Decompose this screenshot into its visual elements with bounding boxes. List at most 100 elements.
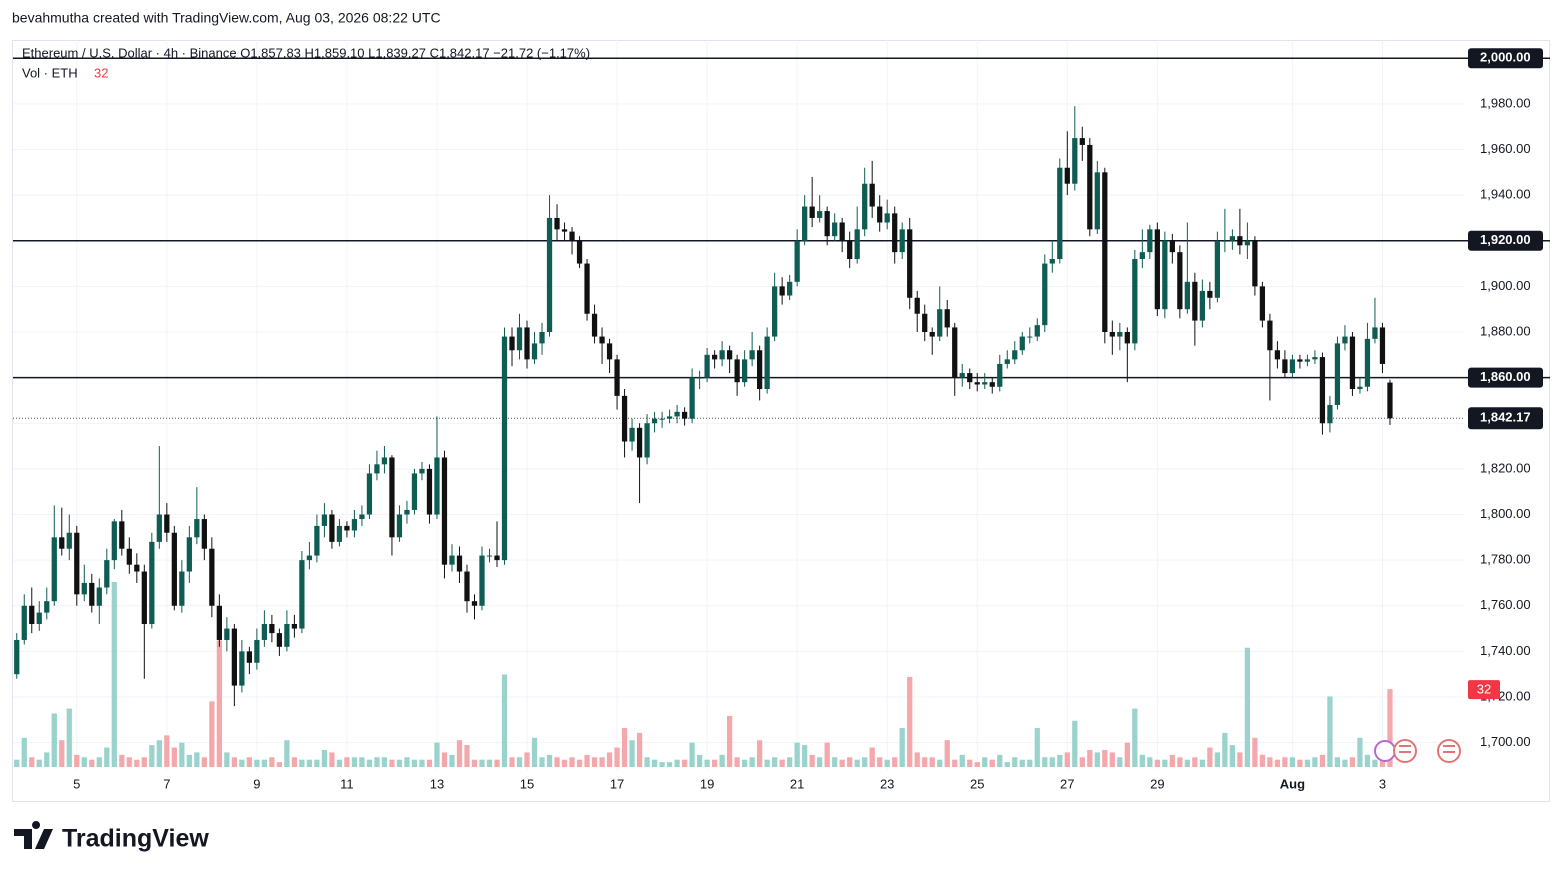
candle-body <box>231 628 237 686</box>
candle-body <box>1304 359 1311 362</box>
candle-body <box>89 582 95 606</box>
candle-body <box>1012 350 1018 360</box>
candle-body <box>216 605 222 640</box>
volume-bar <box>254 759 260 767</box>
volume-bar <box>809 754 815 767</box>
candle-body <box>982 382 988 385</box>
candle-body <box>884 213 890 223</box>
x-tick-label: 29 <box>1150 776 1164 791</box>
volume-bar <box>1207 747 1213 767</box>
volume-bar <box>772 757 778 767</box>
volume-bar <box>546 754 553 767</box>
volume-bar <box>149 745 155 767</box>
volume-bar <box>539 757 545 767</box>
candle-body <box>51 537 57 602</box>
candle-body <box>509 336 515 351</box>
candle-body <box>1282 359 1288 374</box>
volume-bar <box>1169 754 1175 767</box>
volume-bar <box>726 715 733 767</box>
volume-bar <box>179 742 185 767</box>
volume-bar <box>1237 752 1243 767</box>
candle-body <box>14 639 20 675</box>
candle-body <box>651 418 658 424</box>
volume-bar <box>1057 754 1063 767</box>
volume-bar <box>21 737 27 767</box>
volume-bar <box>854 759 860 767</box>
volume-bar <box>1319 754 1326 767</box>
volume-bar <box>36 759 42 767</box>
volume-bar <box>284 740 290 767</box>
volume-bar <box>216 640 222 767</box>
candle-body <box>1132 259 1138 344</box>
x-tick-label: 19 <box>700 776 714 791</box>
candle-body <box>494 555 500 561</box>
candle-body <box>276 633 283 647</box>
candle-body <box>937 309 943 337</box>
volume-bar <box>1304 759 1311 767</box>
candle-body <box>1087 144 1093 230</box>
volume-bar <box>719 754 725 767</box>
candle-body <box>171 532 177 606</box>
volume-bar <box>44 752 50 767</box>
candle-body <box>1207 290 1213 298</box>
volume-bar <box>134 759 140 767</box>
volume-bar <box>1229 745 1236 767</box>
candle-body <box>854 229 860 259</box>
volume-bar <box>1349 757 1356 767</box>
candle-body <box>546 217 553 332</box>
volume-bar <box>1049 757 1055 767</box>
volume-bar <box>1244 647 1251 767</box>
volume-bar <box>832 757 838 767</box>
volume-bar <box>336 759 343 767</box>
candle-body <box>299 560 305 629</box>
candle-body <box>239 651 245 686</box>
candle-body <box>194 519 200 538</box>
candle-body <box>344 525 350 531</box>
candle-body <box>726 350 733 360</box>
candle-body <box>1379 327 1386 364</box>
volume-bar <box>696 754 703 767</box>
volume-bar <box>847 757 853 767</box>
volume-bar <box>1327 696 1333 767</box>
volume-bar <box>689 742 695 767</box>
volume-bar <box>96 757 102 767</box>
volume-bar <box>1289 757 1296 767</box>
x-tick-label: 5 <box>73 776 80 791</box>
candle-body <box>186 537 192 572</box>
line-label-bg <box>1468 367 1543 388</box>
volume-bar <box>239 759 245 767</box>
volume-bar <box>952 759 958 767</box>
candle-body <box>471 601 478 606</box>
candle-body <box>847 240 853 259</box>
icon <box>1374 740 1396 762</box>
candle-body <box>1372 327 1378 339</box>
candle-body <box>787 281 793 296</box>
candle-body <box>576 240 583 264</box>
x-tick-label: 15 <box>520 776 534 791</box>
volume-bar <box>1184 759 1190 767</box>
volume-bar <box>66 708 72 767</box>
line-label-bg <box>1468 230 1543 251</box>
volume-bar <box>449 754 455 767</box>
candle-body <box>336 525 343 542</box>
volume-bar <box>1357 737 1363 767</box>
volume-bar <box>734 757 740 767</box>
volume-bar <box>1177 757 1183 767</box>
last-price-bg <box>1468 407 1543 430</box>
candle-body <box>531 343 538 360</box>
logo-text: TradingView <box>62 825 209 853</box>
candle-body <box>1312 357 1318 360</box>
volume-bar <box>907 676 913 767</box>
candle-body <box>704 354 710 378</box>
candle-body <box>1042 263 1048 326</box>
volume-bar <box>749 757 755 767</box>
volume-bar <box>1259 754 1266 767</box>
candle-body <box>1259 286 1266 321</box>
volume-bar <box>291 757 298 767</box>
candle-body <box>74 532 80 595</box>
candle-body <box>892 213 898 253</box>
volume-bar <box>1012 757 1018 767</box>
volume-bar <box>839 759 845 767</box>
candle-body <box>111 521 117 561</box>
candle-body <box>29 605 35 624</box>
